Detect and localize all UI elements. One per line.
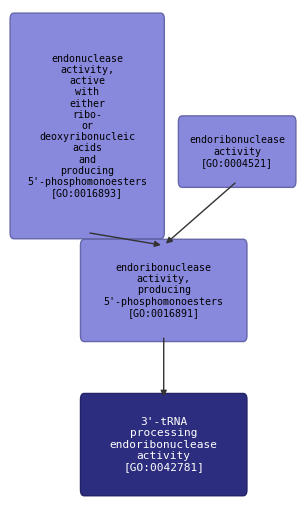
- Text: endoribonuclease
activity,
producing
5'-phosphomonoesters
[GO:0016891]: endoribonuclease activity, producing 5'-…: [104, 263, 224, 318]
- FancyBboxPatch shape: [10, 13, 164, 238]
- FancyBboxPatch shape: [178, 116, 296, 188]
- FancyBboxPatch shape: [80, 240, 247, 341]
- Text: endoribonuclease
activity
[GO:0004521]: endoribonuclease activity [GO:0004521]: [189, 135, 285, 168]
- Text: endonuclease
activity,
active
with
either
ribo-
or
deoxyribonucleic
acids
and
pr: endonuclease activity, active with eithe…: [27, 54, 147, 198]
- Text: 3'-tRNA
processing
endoribonuclease
activity
[GO:0042781]: 3'-tRNA processing endoribonuclease acti…: [110, 417, 218, 472]
- FancyBboxPatch shape: [80, 394, 247, 495]
